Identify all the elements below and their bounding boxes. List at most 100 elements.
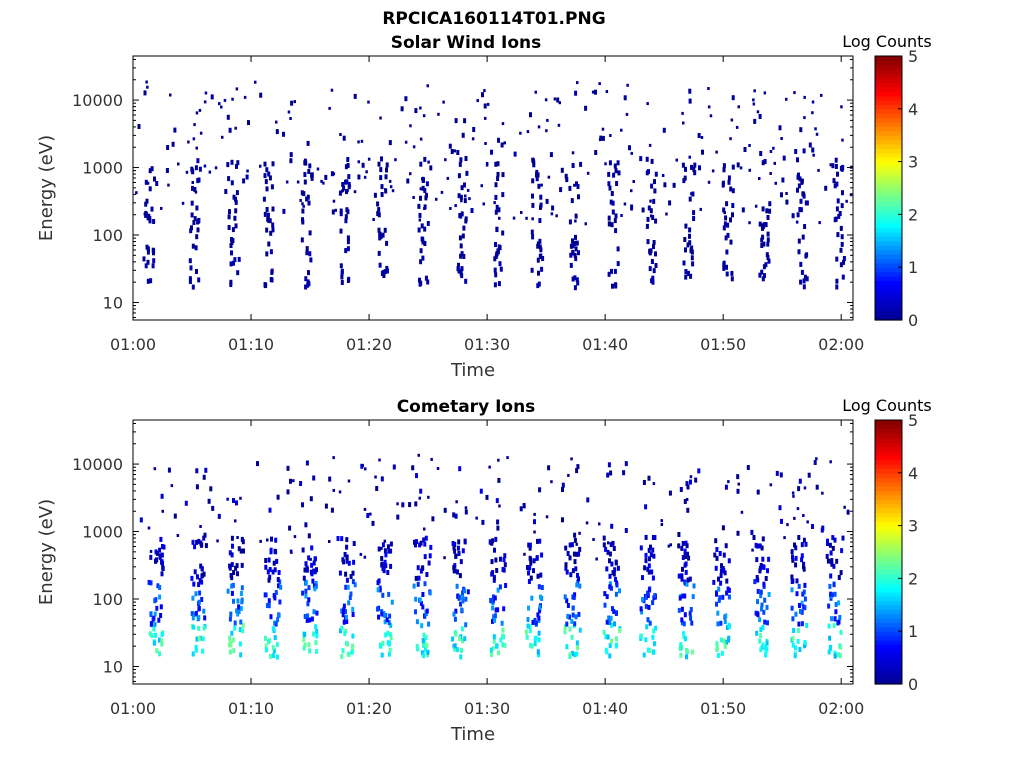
data-cell (725, 201, 729, 207)
data-cell (308, 617, 312, 623)
data-cell (155, 605, 159, 611)
data-cell (466, 589, 470, 595)
data-cell (277, 612, 281, 618)
data-cell (626, 83, 629, 87)
data-cell (726, 232, 730, 238)
data-cell (446, 176, 450, 180)
data-cell (731, 212, 734, 218)
data-cell (558, 101, 561, 105)
data-cell (803, 639, 807, 645)
colorbar-segment (875, 640, 902, 645)
data-cell (540, 585, 544, 590)
data-cell (409, 124, 412, 128)
data-cell (538, 238, 542, 244)
data-cell (176, 534, 180, 537)
colorbar-segment (875, 249, 902, 255)
data-cell (535, 176, 539, 182)
data-cell (387, 620, 391, 626)
data-cell (797, 486, 801, 492)
colorbar-segment (875, 95, 902, 101)
data-cell (227, 642, 231, 648)
data-cell (229, 279, 233, 285)
data-cell (418, 496, 421, 500)
data-cell (228, 209, 231, 215)
colorbar-segment (875, 188, 902, 193)
data-cell (530, 229, 534, 235)
data-cell (411, 465, 415, 471)
data-cell (347, 479, 351, 483)
data-cell (421, 177, 424, 181)
data-cell (623, 202, 627, 206)
data-cell (492, 634, 496, 640)
data-cell (387, 548, 391, 554)
data-cell (722, 552, 726, 558)
data-cell (454, 608, 458, 614)
data-cell (194, 165, 198, 171)
data-cell (268, 218, 272, 224)
data-cell (203, 532, 207, 538)
data-cell (837, 575, 841, 580)
data-cell (346, 278, 350, 283)
data-cell (716, 645, 719, 651)
data-cell (453, 643, 457, 649)
data-cell (419, 259, 423, 265)
data-cell (684, 166, 687, 172)
colorbar-segment (875, 600, 902, 606)
data-cell (422, 653, 426, 659)
data-cell (204, 543, 208, 549)
data-cell (561, 517, 564, 523)
data-cell (773, 161, 776, 165)
colorbar-segment (875, 618, 902, 623)
x-tick-label: 01:30 (464, 335, 510, 354)
data-cell (649, 552, 653, 558)
data-cell (496, 248, 500, 254)
data-cell (233, 257, 237, 263)
data-cell (195, 269, 198, 274)
data-cell (578, 531, 581, 535)
data-cell (320, 179, 323, 183)
data-cell (715, 555, 719, 561)
data-cell (688, 576, 692, 582)
data-cell (360, 139, 364, 143)
data-cell (226, 114, 230, 120)
data-cell (419, 161, 423, 167)
data-cell (842, 256, 846, 261)
data-cell (159, 604, 163, 610)
data-cell (231, 582, 235, 588)
data-cell (541, 256, 545, 261)
data-cell (376, 211, 380, 217)
data-cell (683, 548, 687, 554)
data-cell (243, 95, 247, 99)
data-cell (683, 612, 687, 618)
data-cell (653, 535, 657, 540)
x-tick-label: 01:50 (700, 699, 746, 718)
data-cell (724, 613, 728, 619)
data-cell (381, 640, 385, 646)
data-cell (476, 99, 479, 103)
data-cell (495, 204, 499, 210)
x-tick-label: 01:40 (582, 335, 628, 354)
data-cell (306, 613, 310, 619)
data-cell (239, 548, 243, 554)
data-cell (565, 177, 569, 183)
data-cell (760, 237, 764, 243)
data-cell (681, 162, 685, 168)
data-cell (384, 174, 388, 180)
data-cell (275, 558, 279, 564)
data-cell (382, 568, 386, 574)
data-cell (495, 568, 499, 573)
data-cell (275, 642, 279, 648)
data-cell (727, 558, 731, 564)
data-cell (187, 140, 190, 144)
data-cell (232, 194, 236, 200)
data-cell (485, 162, 489, 165)
data-cell (680, 573, 684, 579)
data-cell (152, 626, 156, 632)
data-cell (723, 643, 727, 649)
data-cell (422, 537, 426, 543)
data-cell (394, 158, 397, 162)
data-cell (501, 627, 505, 633)
data-cell (464, 194, 467, 198)
data-cell (400, 106, 404, 112)
data-cell (769, 172, 772, 175)
